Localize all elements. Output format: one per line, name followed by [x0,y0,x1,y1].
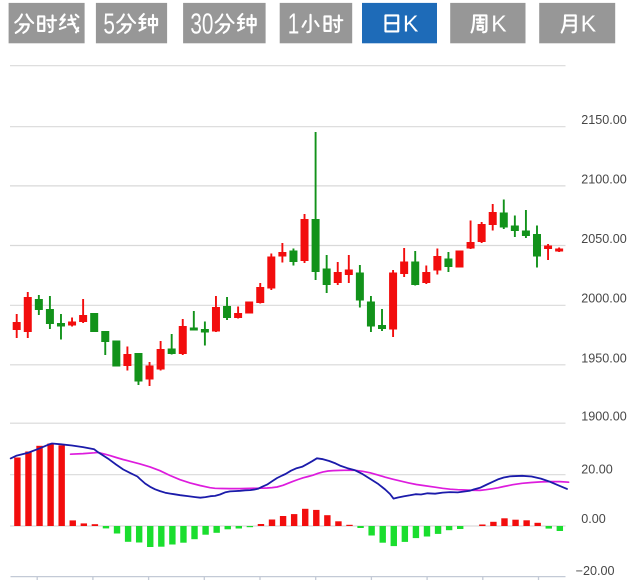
svg-text:K: K [403,11,419,37]
svg-text:0: 0 [202,9,214,41]
svg-text:20.00: 20.00 [581,463,613,477]
svg-text:2000.00: 2000.00 [581,292,627,306]
svg-text:5: 5 [103,9,115,41]
svg-text:2100.00: 2100.00 [581,172,627,186]
svg-text:K: K [491,11,507,37]
svg-text:1900.00: 1900.00 [581,410,627,424]
svg-text:K: K [581,11,597,37]
svg-text:2150.00: 2150.00 [581,113,627,127]
svg-text:2050.00: 2050.00 [581,232,627,246]
svg-text:0.00: 0.00 [581,512,606,526]
svg-text:1: 1 [288,9,300,41]
svg-text:3: 3 [190,9,202,41]
svg-text:−20.00: −20.00 [576,564,615,578]
svg-text:1950.00: 1950.00 [581,351,627,365]
